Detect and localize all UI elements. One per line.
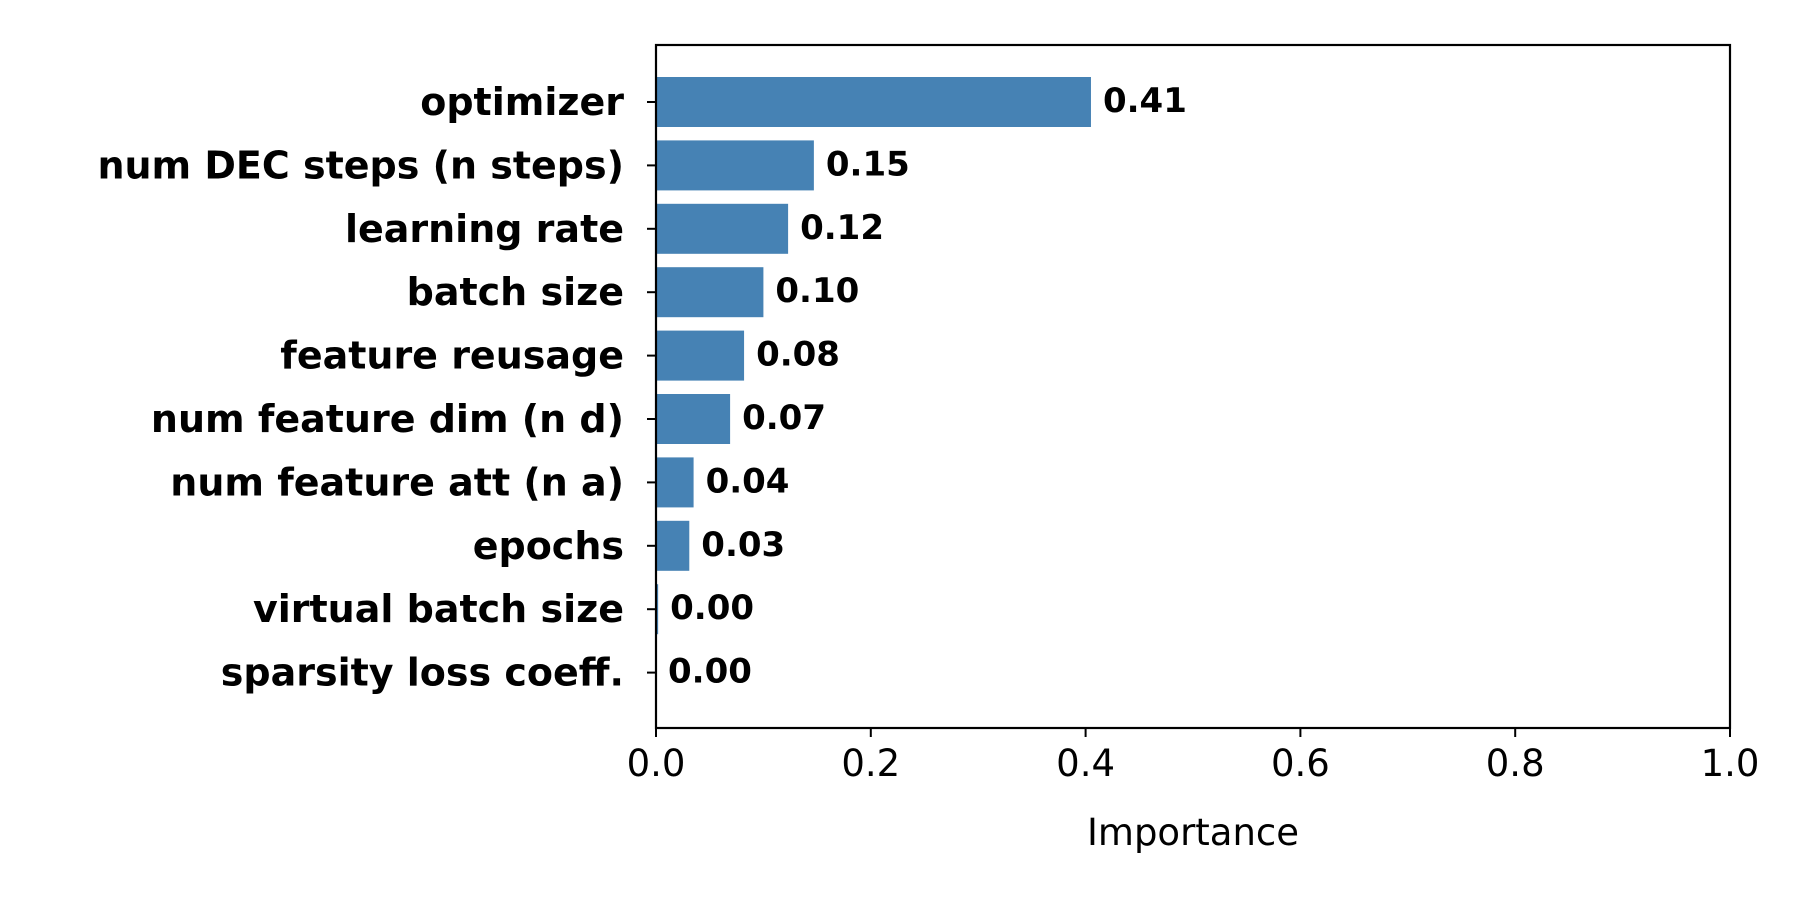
value-label: 0.07 [742,398,826,438]
category-label: num feature att (n a) [170,460,624,504]
bar-8 [656,520,690,571]
bar-3 [656,203,789,254]
x-tick-label: 0.2 [841,742,900,785]
bar-4 [656,267,764,318]
x-tick-label: 1.0 [1701,742,1760,785]
x-tick-label: 0.8 [1486,742,1545,785]
value-label: 0.12 [800,208,884,248]
x-tick-label: 0.4 [1056,742,1115,785]
category-label: num DEC steps (n steps) [97,143,624,187]
bars-layer [656,77,1091,635]
value-label: 0.08 [756,335,840,375]
x-axis-title: Importance [1087,811,1299,854]
value-label: 0.03 [701,525,785,565]
bar-1 [656,77,1091,127]
category-label: virtual batch size [253,587,624,631]
bar-2 [656,140,814,191]
category-label: num feature dim (n d) [151,397,624,441]
value-label: 0.41 [1103,81,1187,121]
category-label: batch size [407,270,624,314]
plot-frame [654,43,1732,730]
bar-6 [656,394,731,444]
value-label: 0.04 [706,461,790,501]
bar-7 [656,457,694,508]
x-tick-label: 0.0 [627,742,686,785]
value-label: 0.00 [670,588,754,628]
axes-layer: 0.0 0.2 0.4 0.6 0.8 1.0 [627,43,1760,785]
category-label: feature reusage [280,334,624,378]
category-label: sparsity loss coeff. [221,651,624,695]
category-label: optimizer [420,80,624,124]
value-label: 0.10 [775,271,859,311]
x-tick-label: 0.6 [1271,742,1330,785]
category-label: epochs [473,524,624,568]
value-label: 0.00 [668,652,752,692]
labels-layer: optimizer 0.41 num DEC steps (n steps) 0.15… [97,80,1186,695]
category-label: learning rate [345,207,624,251]
bar-5 [656,330,745,381]
value-label: 0.15 [826,144,910,184]
